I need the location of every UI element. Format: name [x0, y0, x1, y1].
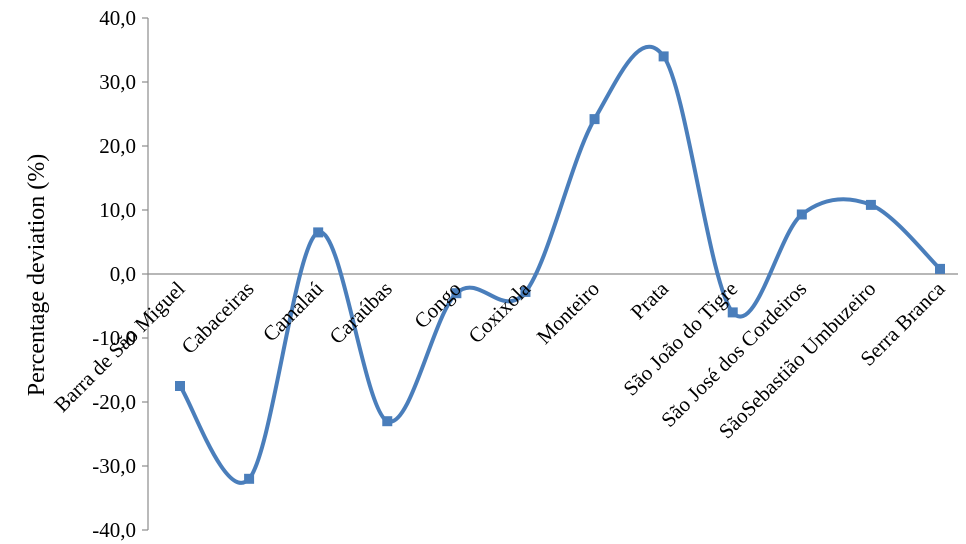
y-axis-label: Percentage deviation (%) [24, 154, 50, 397]
x-tick-label: Cabaceiras [177, 277, 259, 359]
y-tick-label: 20,0 [99, 134, 136, 158]
x-tick-label: Camalaú [258, 276, 328, 346]
data-point [520, 286, 531, 297]
x-tick-label: Caraúbas [325, 277, 397, 349]
data-point [658, 51, 669, 62]
data-point [244, 473, 255, 484]
y-tick-label: 40,0 [99, 6, 136, 30]
data-point [175, 381, 185, 391]
y-tick-label: -10,0 [92, 326, 136, 350]
y-axis: -40,0 -30,0 -20,0 -10,0 0,0 10,0 20,0 30,0 40,0 [92, 6, 149, 542]
data-point [796, 209, 807, 220]
y-tick-label: 0,0 [110, 262, 136, 286]
y-tick-label: -30,0 [92, 454, 136, 478]
series-line [178, 44, 942, 485]
data-point [589, 114, 600, 125]
y-tick-label: -20,0 [92, 390, 136, 414]
data-point [382, 416, 393, 427]
data-point [935, 263, 945, 274]
y-tick-label: 30,0 [99, 70, 136, 94]
data-point [451, 288, 462, 299]
x-tick-label: Monteiro [532, 277, 604, 349]
data-points [175, 51, 945, 484]
data-point [313, 227, 324, 238]
y-tick-label: -40,0 [92, 518, 136, 542]
data-point [727, 307, 738, 318]
y-tick-label: 10,0 [99, 198, 136, 222]
x-tick-label: Prata [626, 276, 674, 324]
data-point [865, 199, 876, 210]
